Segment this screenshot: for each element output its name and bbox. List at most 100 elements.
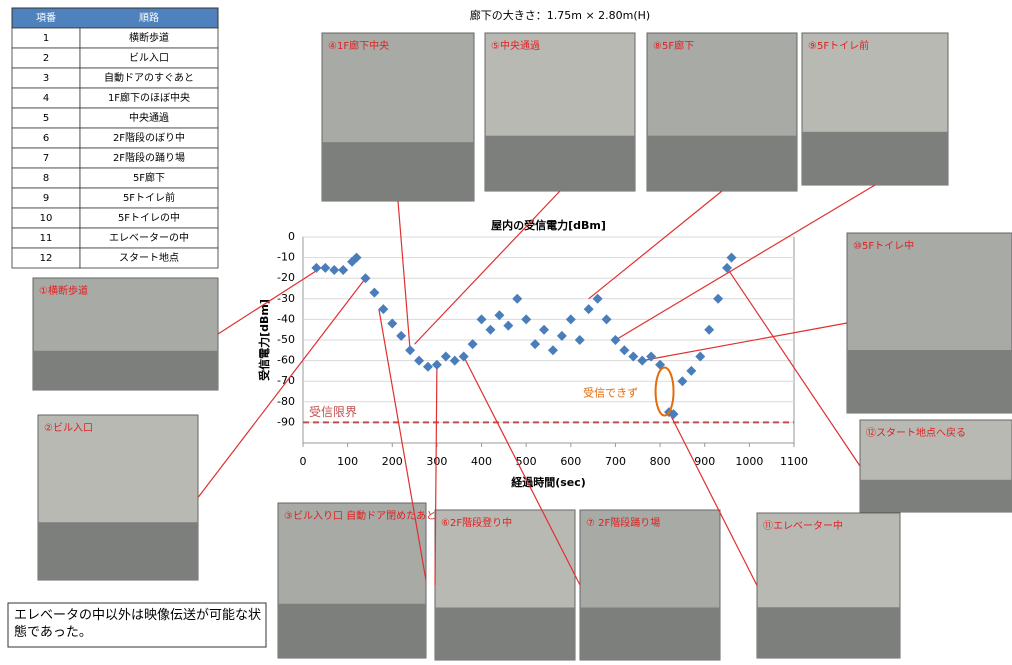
photo-floor <box>802 131 948 185</box>
table-cell-text: ビル入口 <box>129 52 169 64</box>
data-point <box>396 330 407 341</box>
y-tick-label: -80 <box>277 395 295 408</box>
data-point <box>565 314 576 325</box>
data-point <box>311 262 322 273</box>
data-point <box>686 365 697 376</box>
photo-floor <box>38 522 198 580</box>
data-point <box>547 345 558 356</box>
pointer-arrow <box>378 308 427 581</box>
photo-label: ⑦ 2F階段踊り場 <box>586 516 660 529</box>
pointer-arrow <box>668 411 758 586</box>
pointer-arrow <box>217 267 322 335</box>
pointer-arrow <box>615 184 876 341</box>
pointer-arrow <box>397 200 411 351</box>
table-cell-text: 5F廊下 <box>133 171 165 184</box>
x-tick-label: 400 <box>471 455 492 468</box>
pointer-arrow <box>463 356 581 586</box>
photo-label: ⑩5Fトイレ中 <box>853 239 914 252</box>
y-tick-label: -50 <box>277 333 295 346</box>
data-point <box>704 324 715 335</box>
table-cell-text: 4 <box>43 93 49 104</box>
chart: 0 -10 -20 -30 -40 -50 -60 -70 -80 -90 0 100 200 300 40… <box>197 184 876 586</box>
photo-label: ⑥2F階段登り中 <box>441 516 512 529</box>
data-point <box>378 304 389 315</box>
data-point <box>574 335 585 345</box>
data-point <box>440 351 451 362</box>
table-cell-text: エレベーターの中 <box>109 231 189 244</box>
data-point <box>369 287 380 298</box>
photo-floor <box>647 135 797 191</box>
pointer-arrow <box>588 190 723 300</box>
x-tick-label: 100 <box>337 455 358 468</box>
table-cell-text: スタート地点 <box>119 251 179 264</box>
pointer-arrow <box>642 322 848 362</box>
data-point <box>422 361 433 372</box>
note: エレベータの中以外は映像伝送が可能な状態であった。 <box>14 608 262 640</box>
photo-floor <box>757 607 900 658</box>
table-cell <box>79 247 219 269</box>
x-tick-label: 1100 <box>780 455 808 468</box>
data-point <box>610 335 621 345</box>
data-point <box>431 359 442 370</box>
x-axis-label: 経過時間(sec) <box>511 475 586 489</box>
photo-floor <box>580 607 720 660</box>
photo-floor <box>860 479 1012 512</box>
table-cell-text: 7 <box>43 153 49 164</box>
x-tick-label: 300 <box>426 455 447 468</box>
photo-floor <box>33 350 218 390</box>
data-point <box>329 264 340 275</box>
y-tick-label: 0 <box>288 230 295 243</box>
data-point <box>592 293 603 304</box>
data-point <box>628 351 639 362</box>
y-tick-label: -10 <box>277 251 295 264</box>
table-cell-text: 6 <box>43 133 49 144</box>
route-table: 項番 順路 1 横断歩道 2 ビル入口 3 自動ドアのすぐあと 4 1F廊下のほぼ中央 5 中央通過 6… <box>11 7 219 269</box>
photo-label: ⑤中央通過 <box>491 39 540 52</box>
data-point <box>387 318 398 329</box>
table-cell-text: 2 <box>43 53 49 64</box>
pointer-arrow <box>434 364 438 586</box>
data-point <box>485 324 496 335</box>
table-cell-text: 12 <box>40 253 53 264</box>
x-tick-label: 900 <box>694 455 715 468</box>
photo-label: ⑪エレベーター中 <box>763 519 843 532</box>
data-point <box>539 324 550 335</box>
y-tick-label: -70 <box>277 374 295 387</box>
photo-floor <box>322 142 474 201</box>
photo-label: ⑧5F廊下 <box>653 39 694 52</box>
table-cell-text: 5Fトイレの中 <box>118 211 180 224</box>
photo-label: ③ビル入り口 自動ドア閉めたあと <box>284 509 436 522</box>
x-tick-label: 200 <box>382 455 403 468</box>
table-cell-text: 横断歩道 <box>129 31 169 44</box>
table-cell-text: 8 <box>43 173 49 184</box>
data-point <box>583 304 594 315</box>
photos: ④1F廊下中央 ⑤中央通過 ⑧5F廊下 ⑨5Fトイレ前 ⑩5Fトイレ中 ⑫スタート地点へ戻… <box>32 32 1012 661</box>
data-point <box>646 351 657 362</box>
data-point <box>619 345 630 356</box>
photo-floor <box>485 135 635 191</box>
data-point <box>637 355 648 366</box>
y-tick-label: -20 <box>277 271 295 284</box>
data-point <box>530 339 541 350</box>
data-point <box>494 310 505 321</box>
table-cell-text: 5 <box>43 113 49 124</box>
data-point <box>521 314 532 325</box>
note-wrap: エレベータの中以外は映像伝送が可能な状態であった。 <box>14 608 262 640</box>
table-cell-text: 10 <box>40 213 53 224</box>
data-point <box>677 376 688 387</box>
data-point <box>405 345 416 356</box>
table-cell-text: 5Fトイレ前 <box>123 191 175 204</box>
photo-floor <box>847 350 1012 413</box>
data-point <box>351 252 362 263</box>
data-point <box>512 293 523 304</box>
x-tick-label: 1000 <box>735 455 763 468</box>
data-point <box>476 314 487 325</box>
photo-floor <box>435 607 575 660</box>
data-point <box>503 320 514 331</box>
note-box <box>7 602 267 648</box>
photo-label: ①横断歩道 <box>39 284 88 297</box>
table-header: 順路 <box>139 11 159 24</box>
x-tick-label: 600 <box>560 455 581 468</box>
table-header: 項番 <box>36 12 56 24</box>
table-cell-text: 中央通過 <box>129 111 169 124</box>
